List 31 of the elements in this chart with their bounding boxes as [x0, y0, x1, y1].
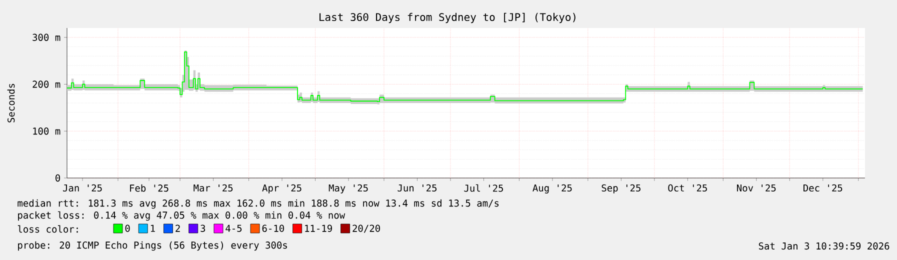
x-tick-label: Oct '25: [668, 184, 707, 192]
y-tick-label: 300 m: [32, 34, 60, 41]
y-tick-label: 200 m: [32, 80, 60, 88]
x-tick-label: Jun '25: [398, 184, 436, 192]
text: Sat Jan 3 10:39:59 2026: [758, 242, 890, 250]
x-tick-label: May '25: [328, 184, 368, 194]
x-tick-label: Mar '25: [194, 184, 233, 192]
legend-label: 11-19: [305, 224, 332, 232]
legend-label: 6-10: [262, 224, 284, 232]
legend-label: 1: [150, 224, 155, 232]
legend-label: 20/20: [352, 224, 380, 233]
legend-label: 4-5: [226, 224, 242, 232]
y-axis-title: Seconds: [7, 84, 15, 122]
x-tick-label: Jan '25: [63, 184, 102, 192]
x-tick-label: Nov '25: [737, 184, 776, 192]
x-tick-label: Jul '25: [464, 184, 503, 192]
x-tick-label: Feb '25: [130, 184, 168, 192]
x-tick-label: Sep '25: [602, 184, 640, 194]
x-tick-label: Aug '25: [532, 184, 572, 194]
y-tick-label: 100 m: [33, 128, 60, 135]
legend-label: 3: [200, 224, 206, 232]
x-tick-label: Dec '25: [804, 184, 842, 192]
legend-label: 2: [176, 224, 180, 232]
x-tick-label: Apr '25: [262, 184, 302, 194]
legend-label: 0: [125, 224, 130, 232]
chart-title: Last 360 Days from Sydney to [JP] (Tokyo): [320, 12, 576, 24]
text: probe: 20 ICMP Echo Pings (56 Bytes) every 300s: [18, 241, 287, 251]
y-tick-label: 0: [56, 174, 60, 182]
text: median rtt: 181.3 ms avg 268.8 ms max 162.0 ms min 188.8 ms now 13.4 ms sd 13.5 am/s: [18, 199, 499, 209]
text: packet loss: 0.14 % avg 47.05 % max 0.00 % min 0.04 % now: [18, 211, 346, 221]
legend-title: loss color:: [18, 225, 78, 233]
